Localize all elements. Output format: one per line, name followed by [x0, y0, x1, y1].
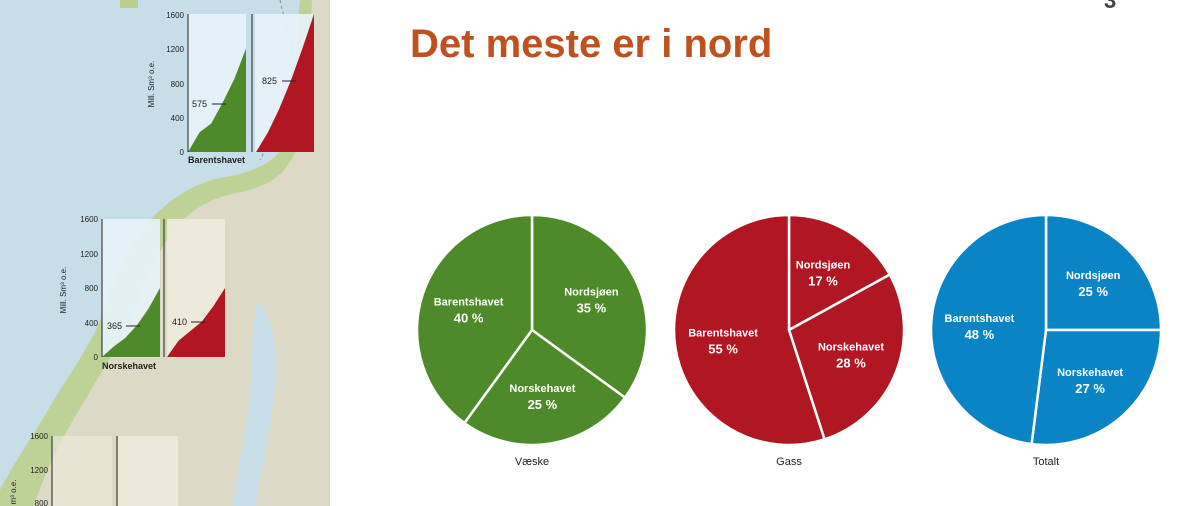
pie-x-label: Gass	[776, 456, 802, 468]
pie-slice-barentshavet	[415, 213, 534, 425]
inset-panel-gas	[118, 436, 178, 506]
pie-x-label: Væske	[515, 456, 549, 468]
pie-slice-value: 40 %	[454, 310, 484, 325]
corner-mark: 3	[1104, 0, 1117, 13]
pie-slice-norskehavet	[1030, 328, 1163, 447]
pie-chart-totalt: Nordsjøen 25 % Norskehavet 27 % Barentshavet…	[929, 213, 1163, 468]
y-tick-label: 0	[94, 353, 99, 362]
inset-chart-norskehavet: 1600 1200 800 400 0 Mill. Sm³ o.e. 365 4…	[59, 215, 225, 371]
pie-slice-value: 35 %	[577, 301, 607, 316]
pie-slice-value: 28 %	[836, 356, 866, 371]
x-axis-label: Norskehavet	[102, 361, 156, 371]
pie-charts-svg: Nordsjøen 35 % Norskehavet 25 % Barentshavet…	[415, 213, 1163, 468]
map-island	[120, 0, 138, 8]
pie-slice-norskehavet	[787, 272, 906, 441]
inset-chart-third: 1600 1200 800 m³ o.e.	[9, 432, 178, 506]
marker-label-gas: 825	[262, 76, 277, 86]
y-axis-label: m³ o.e.	[9, 480, 18, 505]
pie-slice-value: 48 %	[965, 327, 995, 342]
pie-slice-value: 25 %	[528, 397, 558, 412]
pie-x-label: Totalt	[1033, 456, 1059, 468]
map-panel: 1600 1200 800 400 0 Mill. Sm³ o.e. 575 8…	[0, 0, 330, 506]
area-gas-barentshavet	[256, 14, 314, 152]
area-gas-norskehavet	[167, 288, 225, 357]
y-tick-label: 1200	[30, 466, 48, 475]
inset-panel-liquid	[52, 436, 112, 506]
pie-chart-vaeske: Nordsjøen 35 % Norskehavet 25 % Barentshavet…	[415, 213, 649, 468]
y-tick-label: 1200	[166, 45, 184, 54]
page-title: Det meste er i nord	[410, 22, 773, 66]
y-tick-label: 0	[180, 148, 185, 157]
inset-chart-barentshavet: 1600 1200 800 400 0 Mill. Sm³ o.e. 575 8…	[147, 11, 314, 165]
y-axis-label: Mill. Sm³ o.e.	[147, 61, 156, 108]
pie-slice-label: Norskehavet	[509, 383, 575, 395]
y-tick-label: 1600	[166, 11, 184, 20]
marker-label-gas: 410	[172, 317, 187, 327]
pie-slice-label: Nordsjøen	[796, 260, 851, 272]
pie-slice-label: Nordsjøen	[1066, 270, 1121, 282]
area-liquid-norskehavet	[102, 288, 160, 357]
pie-slice-value: 17 %	[808, 274, 838, 289]
pie-slice-label: Norskehavet	[1057, 367, 1123, 379]
pie-slice-nordsjøen	[787, 213, 892, 333]
y-tick-label: 1200	[80, 250, 98, 259]
pie-slice-label: Barentshavet	[434, 296, 504, 308]
marker-label-liquid: 575	[192, 99, 207, 109]
pie-slice-barentshavet	[929, 213, 1048, 446]
x-axis-label: Barentshavet	[188, 155, 245, 165]
pie-slice-label: Norskehavet	[818, 342, 884, 354]
pie-slice-label: Nordsjøen	[564, 287, 619, 299]
y-tick-label: 1600	[30, 432, 48, 441]
pie-slice-label: Barentshavet	[688, 327, 758, 339]
pie-slice-nordsjøen	[530, 213, 649, 400]
pie-slice-nordsjøen	[1044, 213, 1163, 332]
pie-slice-value: 25 %	[1078, 284, 1108, 299]
marker-label-liquid: 365	[107, 321, 122, 331]
y-tick-label: 1600	[80, 215, 98, 224]
area-liquid-barentshavet	[188, 48, 246, 152]
y-tick-label: 800	[35, 499, 49, 506]
pie-slice-value: 27 %	[1075, 381, 1105, 396]
pie-slice-barentshavet	[672, 213, 827, 447]
pie-chart-gass: Nordsjøen 17 % Norskehavet 28 % Barentshavet…	[672, 213, 906, 468]
norway-map: 1600 1200 800 400 0 Mill. Sm³ o.e. 575 8…	[0, 0, 330, 506]
y-tick-label: 800	[171, 80, 185, 89]
y-tick-label: 800	[85, 284, 99, 293]
pie-slice-label: Barentshavet	[945, 313, 1015, 325]
y-tick-label: 400	[85, 319, 99, 328]
pie-slice-norskehavet	[462, 328, 627, 447]
pie-slice-value: 55 %	[708, 341, 738, 356]
y-axis-label: Mill. Sm³ o.e.	[59, 267, 68, 314]
map-bothnia	[232, 300, 277, 506]
y-tick-label: 400	[171, 114, 185, 123]
pie-charts: Nordsjøen 35 % Norskehavet 25 % Barentshavet…	[400, 200, 1180, 480]
